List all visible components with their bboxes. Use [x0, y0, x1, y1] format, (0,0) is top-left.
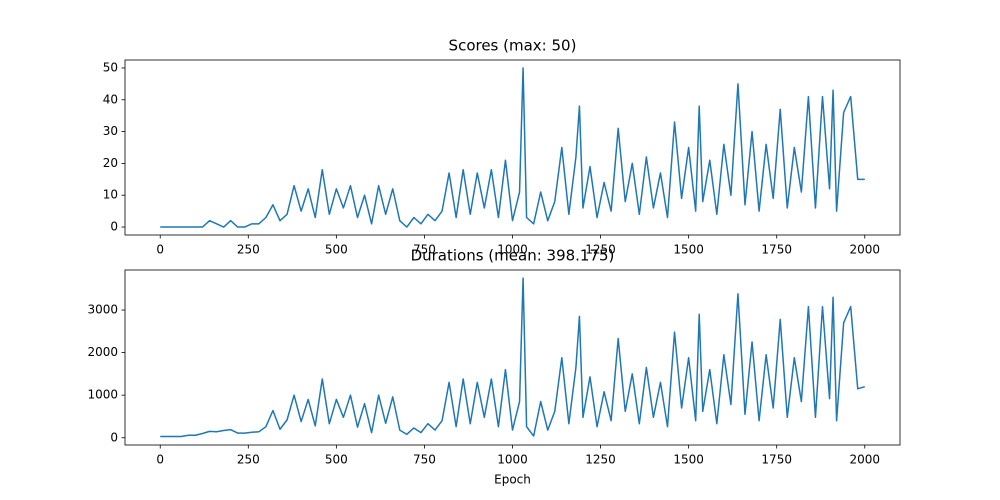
- x-tick-label: 0: [156, 243, 164, 257]
- y-tick-label: 10: [103, 188, 118, 202]
- y-tick-label: 50: [103, 60, 118, 74]
- x-tick-label: 1000: [497, 453, 528, 467]
- y-tick-label: 40: [103, 92, 118, 106]
- x-tick-label: 1000: [497, 243, 528, 257]
- x-tick-label: 750: [413, 453, 436, 467]
- x-tick-label: 2000: [849, 453, 880, 467]
- x-axis-label: Epoch: [494, 473, 531, 487]
- x-tick-label: 2000: [849, 243, 880, 257]
- y-tick-label: 0: [110, 220, 118, 234]
- x-tick-label: 750: [413, 243, 436, 257]
- x-tick-label: 500: [325, 453, 348, 467]
- series-line: [160, 277, 865, 438]
- x-tick-label: 250: [237, 453, 260, 467]
- axes-title: Scores (max: 50): [449, 37, 577, 55]
- y-tick-label: 20: [103, 156, 118, 170]
- x-tick-label: 1250: [585, 243, 616, 257]
- axes-title: Durations (mean: 398.175): [411, 247, 615, 265]
- x-tick-label: 500: [325, 243, 348, 257]
- y-tick-label: 30: [103, 124, 118, 138]
- y-tick-label: 3000: [87, 303, 118, 317]
- y-tick-label: 0: [110, 430, 118, 444]
- x-tick-label: 1750: [761, 243, 792, 257]
- axes-frame: [124, 59, 901, 236]
- x-tick-label: 0: [156, 453, 164, 467]
- x-tick-label: 1500: [673, 243, 704, 257]
- x-tick-label: 1500: [673, 453, 704, 467]
- y-tick-label: 1000: [87, 388, 118, 402]
- x-tick-label: 1250: [585, 453, 616, 467]
- axes-frame: [124, 269, 901, 446]
- x-tick-label: 250: [237, 243, 260, 257]
- x-tick-label: 1750: [761, 453, 792, 467]
- y-tick-label: 2000: [87, 345, 118, 359]
- series-line: [160, 67, 865, 228]
